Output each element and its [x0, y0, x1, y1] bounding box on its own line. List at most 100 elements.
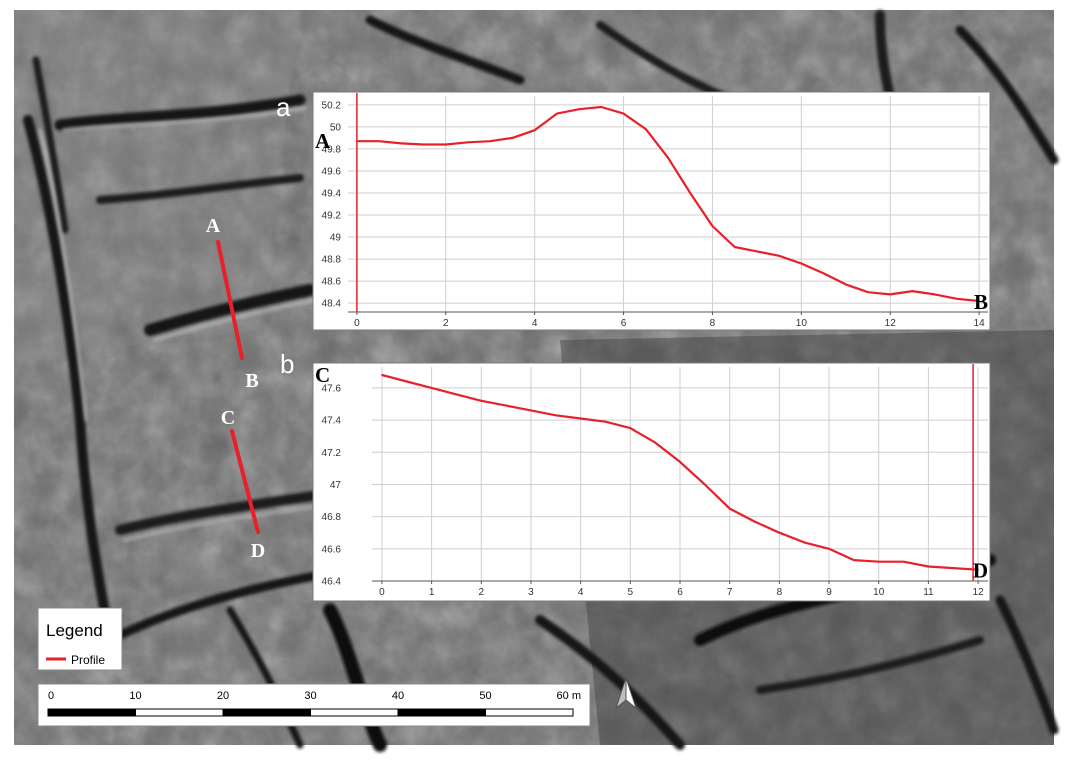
y-tick-label: 49.2 — [322, 211, 342, 222]
north-arrow-icon — [614, 677, 638, 710]
scale-bar-label: 60 m — [557, 690, 581, 702]
scale-bar-label: 30 — [304, 690, 316, 702]
y-tick-label: 46.8 — [322, 512, 342, 523]
profile-chart-b: 0 1 2 3 4 5 6 7 8 9 10 11 1246.446.646.84747.247.447… — [312, 362, 991, 602]
x-tick-label: 14 — [974, 318, 986, 329]
map-label-d: D — [251, 540, 265, 562]
scale-bar-segment — [222, 708, 311, 717]
profile-point — [622, 112, 625, 115]
scale-bar-label: 40 — [392, 690, 404, 702]
profile-point — [489, 140, 492, 142]
profile-point — [853, 559, 855, 561]
scale-bar-segment — [310, 708, 399, 717]
profile-point — [480, 399, 483, 402]
chart-frame — [312, 91, 991, 331]
x-tick-label: 3 — [528, 587, 534, 598]
scale-bar-segment — [135, 708, 224, 717]
profile-point — [753, 520, 756, 523]
profile-point — [378, 140, 380, 142]
profile-point — [711, 225, 714, 227]
profile-point — [381, 374, 383, 376]
y-tick-label: 47.4 — [322, 416, 342, 427]
profile-line-cd — [230, 429, 260, 534]
profile-point — [756, 250, 758, 253]
scale-bar-segment — [47, 708, 136, 717]
panel-label-a: a — [276, 92, 291, 122]
profile-point — [422, 143, 425, 146]
x-tick-label: 11 — [923, 587, 934, 598]
profile-end-label: B — [974, 290, 988, 314]
y-tick-label: 49.8 — [322, 144, 342, 155]
map-point-labels: A B C D — [206, 215, 265, 562]
y-tick-label: 47.2 — [322, 448, 342, 459]
profile-point — [556, 112, 558, 115]
profile-point — [555, 414, 557, 417]
profile-point — [644, 128, 647, 130]
y-tick-label: 47.6 — [322, 383, 342, 394]
profile-point — [952, 567, 955, 569]
y-tick-label: 46.6 — [322, 544, 342, 555]
profile-point — [467, 141, 469, 144]
y-tick-label: 47 — [330, 480, 342, 491]
x-tick-label: 4 — [578, 587, 584, 598]
scale-bar-label: 50 — [479, 690, 491, 702]
profile-point — [578, 108, 580, 111]
scale-bar-label: 0 — [48, 690, 54, 702]
profile-point — [400, 142, 403, 145]
profile-point — [530, 409, 532, 412]
profile-point — [430, 387, 433, 389]
scale-bar: 0 10 20 30 40 50 60 m — [37, 683, 591, 727]
profile-point — [679, 461, 681, 463]
profile-point — [704, 483, 706, 486]
profile-point — [511, 137, 514, 139]
profile-point — [844, 283, 847, 286]
scale-bar-label: 20 — [217, 690, 229, 702]
profile-point — [803, 541, 805, 544]
scale-bar-background — [37, 683, 591, 727]
x-tick-label: 8 — [777, 587, 783, 598]
profile-point — [778, 531, 781, 534]
profile-point — [800, 262, 803, 265]
x-tick-label: 0 — [379, 587, 385, 598]
profile-point — [505, 404, 507, 407]
profile-point — [667, 156, 669, 159]
x-tick-label: 12 — [973, 587, 985, 598]
profile-point — [828, 548, 830, 550]
x-tick-label: 7 — [727, 587, 733, 598]
profile-point — [978, 300, 980, 302]
map-label-c: C — [221, 407, 235, 429]
profile-line-ab — [216, 240, 244, 360]
map-label-b: B — [245, 370, 258, 392]
y-tick-label: 49 — [330, 233, 342, 244]
profile-point — [689, 192, 692, 194]
x-tick-label: 10 — [873, 587, 885, 598]
panel-label-b: b — [280, 349, 294, 379]
profile-start-label: C — [315, 363, 330, 387]
profile-point — [533, 129, 536, 131]
profile-point — [405, 380, 408, 383]
profile-end-label: D — [973, 559, 988, 583]
profile-point — [629, 427, 632, 429]
profile-point — [579, 417, 582, 420]
profile-point — [600, 106, 603, 108]
y-tick-label: 48.8 — [322, 255, 342, 266]
x-tick-label: 1 — [429, 587, 435, 598]
profile-point — [822, 272, 825, 275]
profile-point — [927, 565, 930, 568]
profile-point — [867, 291, 869, 293]
profile-point — [604, 420, 607, 423]
legend-title: Legend — [46, 621, 103, 640]
x-tick-label: 10 — [796, 318, 808, 329]
x-tick-label: 9 — [826, 587, 832, 598]
profile-point — [911, 290, 914, 292]
profile-point — [933, 293, 936, 296]
x-tick-label: 8 — [710, 318, 716, 329]
profile-point — [444, 143, 447, 146]
profile-point — [956, 297, 958, 300]
terrain-ridges — [38, 106, 327, 542]
chart-frame — [312, 362, 991, 602]
x-tick-label: 0 — [354, 318, 360, 329]
x-tick-label: 4 — [532, 318, 538, 329]
profile-point — [902, 560, 905, 563]
